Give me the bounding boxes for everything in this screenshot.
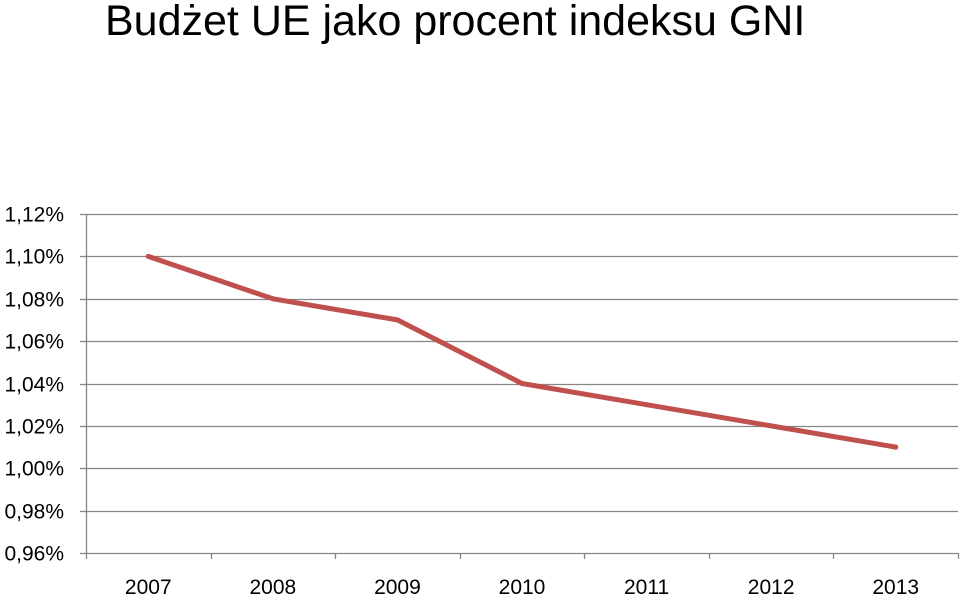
data-point: [893, 444, 899, 450]
y-tick-label: 0,96%: [4, 543, 64, 566]
y-tick-label: 1,06%: [4, 331, 64, 354]
x-tick-label: 2010: [499, 576, 546, 597]
y-axis-labels: 0,96% 0,98% 1,00% 1,02% 1,04% 1,06% 1,08% 1,10%…: [4, 204, 64, 566]
x-tick-label: 2007: [125, 576, 172, 597]
data-point: [768, 423, 774, 429]
data-point: [519, 381, 525, 386]
series-group: [145, 253, 899, 450]
data-point: [270, 296, 276, 302]
gridlines: [86, 213, 958, 513]
x-axis-labels: 2007 2008 2009 2010 2011 2012 2013: [125, 576, 919, 597]
data-point: [394, 317, 400, 323]
x-tick-label: 2008: [249, 576, 296, 597]
x-tick-label: 2009: [374, 576, 421, 597]
x-tick-label: 2013: [872, 576, 919, 597]
series-line: [145, 253, 899, 450]
data-point: [145, 253, 151, 259]
x-tick-label: 2012: [748, 576, 795, 597]
axes: [80, 213, 960, 559]
y-tick-label: 1,10%: [4, 246, 64, 269]
data-point: [644, 402, 650, 408]
y-tick-label: 1,02%: [4, 416, 64, 439]
chart-title: Budżet UE jako procent indeksu GNI: [105, 0, 806, 45]
y-tick-label: 1,12%: [4, 204, 64, 227]
y-tick-label: 1,00%: [4, 458, 64, 481]
y-tick-label: 0,98%: [4, 501, 64, 524]
y-tick-label: 1,04%: [4, 374, 64, 397]
y-tick-label: 1,08%: [4, 289, 64, 312]
x-tick-label: 2011: [624, 576, 669, 597]
